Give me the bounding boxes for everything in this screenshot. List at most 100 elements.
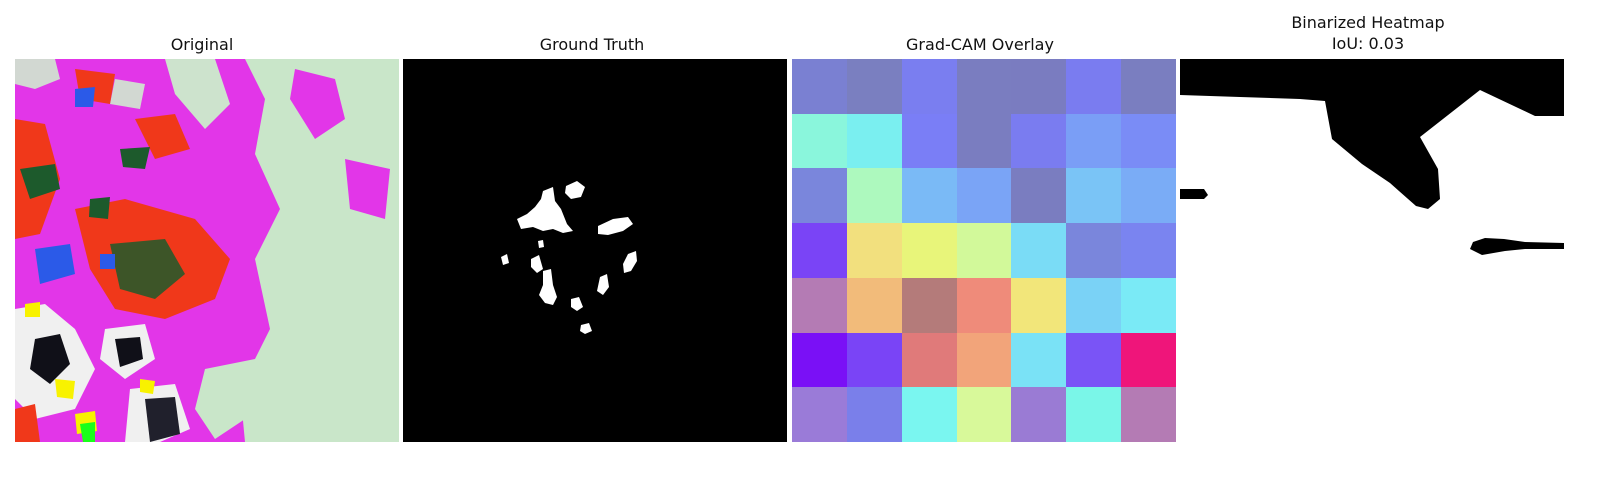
gt-blob-4 xyxy=(501,254,509,265)
gradcam-cell-r3-c2 xyxy=(901,223,957,278)
red-speck-bottom xyxy=(15,404,40,442)
gradcam-cell-r0-c2 xyxy=(901,59,957,114)
gradcam-cell-r3-c3 xyxy=(956,223,1012,278)
gradcam-cell-r2-c1 xyxy=(846,168,902,224)
gradcam-cell-r6-c3 xyxy=(956,387,1012,442)
gradcam-overlay xyxy=(792,59,1176,442)
gradcam-cell-r1-c1 xyxy=(846,113,902,169)
pale-green-region-top xyxy=(165,59,230,129)
binarized-heatmap xyxy=(1180,59,1564,442)
grey-patch-topleft xyxy=(15,59,60,89)
gradcam-cell-r4-c3 xyxy=(956,277,1012,333)
gradcam-cell-r4-c2 xyxy=(901,277,957,333)
blue-patch-1 xyxy=(35,244,75,284)
grey-patch xyxy=(110,79,145,109)
gradcam-cell-r1-c6 xyxy=(1121,113,1176,169)
pale-green-region-right xyxy=(240,59,399,442)
dark-green-patch-4 xyxy=(89,197,110,219)
gradcam-title: Grad-CAM Overlay xyxy=(906,35,1054,54)
binarized-title-line1: Binarized Heatmap xyxy=(1291,13,1445,32)
gradcam-grid xyxy=(792,59,1176,442)
gradcam-cell-r1-c4 xyxy=(1011,113,1067,169)
blue-patch-2 xyxy=(75,87,95,107)
gradcam-cell-r0-c3 xyxy=(956,59,1012,114)
green-speck xyxy=(80,422,95,442)
original-image xyxy=(15,59,399,442)
gradcam-cell-r5-c4 xyxy=(1011,332,1067,388)
gt-background xyxy=(403,59,787,442)
yellow-speck-3 xyxy=(140,379,155,394)
gradcam-cell-r1-c2 xyxy=(901,113,957,169)
magenta-patch-right-2 xyxy=(345,159,390,219)
gradcam-cell-r3-c5 xyxy=(1066,223,1122,278)
red-region-upper xyxy=(135,114,190,159)
gradcam-cell-r4-c0 xyxy=(792,277,847,333)
black-blob-2 xyxy=(115,337,143,367)
gradcam-cell-r6-c6 xyxy=(1121,387,1176,442)
gradcam-cell-r1-c3 xyxy=(956,113,1012,169)
gradcam-cell-r2-c6 xyxy=(1121,168,1176,224)
gt-blob-9 xyxy=(571,297,583,311)
gradcam-cell-r0-c6 xyxy=(1121,59,1176,114)
black-blob-3 xyxy=(145,397,180,442)
gradcam-cell-r5-c2 xyxy=(901,332,957,388)
gradcam-cell-r1-c5 xyxy=(1066,113,1122,169)
gradcam-cell-r6-c4 xyxy=(1011,387,1067,442)
binarized-title: Binarized Heatmap IoU: 0.03 xyxy=(1158,12,1578,54)
gradcam-cell-r3-c1 xyxy=(846,223,902,278)
gradcam-cell-r5-c5 xyxy=(1066,332,1122,388)
gradcam-cell-r3-c4 xyxy=(1011,223,1067,278)
gradcam-cell-r4-c4 xyxy=(1011,277,1067,333)
gradcam-cell-r2-c5 xyxy=(1066,168,1122,224)
gradcam-cell-r5-c6 xyxy=(1121,332,1176,388)
binarized-right-spot xyxy=(1470,238,1564,255)
gt-blob-6 xyxy=(539,269,557,305)
dark-green-patch-2 xyxy=(110,239,185,299)
ground-truth-title: Ground Truth xyxy=(539,35,645,54)
black-blob-1 xyxy=(30,334,70,384)
gt-blob-7 xyxy=(623,251,637,273)
gt-blob-8 xyxy=(597,274,609,295)
gradcam-cell-r5-c3 xyxy=(956,332,1012,388)
gradcam-cell-r0-c1 xyxy=(846,59,902,114)
gt-blob-5 xyxy=(531,255,543,273)
gradcam-cell-r6-c2 xyxy=(901,387,957,442)
gradcam-cell-r0-c5 xyxy=(1066,59,1122,114)
binarized-left-spot xyxy=(1180,189,1208,199)
ground-truth-mask-svg xyxy=(403,59,787,442)
gt-blob-11 xyxy=(538,240,544,248)
original-title: Original xyxy=(170,35,234,54)
iou-score-label: IoU: 0.03 xyxy=(1331,34,1405,53)
gradcam-cell-r2-c0 xyxy=(792,168,847,224)
gt-blob-2 xyxy=(565,181,585,199)
magenta-patch-right xyxy=(290,69,345,139)
gradcam-cell-r6-c1 xyxy=(846,387,902,442)
ground-truth-mask xyxy=(403,59,787,442)
original-image-svg xyxy=(15,59,399,442)
yellow-speck-1 xyxy=(25,302,40,317)
gt-blob-1 xyxy=(517,187,573,233)
gradcam-cell-r2-c3 xyxy=(956,168,1012,224)
gradcam-cell-r2-c4 xyxy=(1011,168,1067,224)
gradcam-cell-r3-c0 xyxy=(792,223,847,278)
gradcam-cell-r5-c0 xyxy=(792,332,847,388)
dark-green-patch-1 xyxy=(20,164,60,199)
gradcam-cell-r1-c0 xyxy=(792,113,847,169)
binarized-top-region xyxy=(1180,59,1564,209)
gradcam-cell-r3-c6 xyxy=(1121,223,1176,278)
dark-green-patch-3 xyxy=(120,147,150,169)
gt-blob-10 xyxy=(580,323,592,334)
gradcam-cell-r0-c4 xyxy=(1011,59,1067,114)
blue-patch-3 xyxy=(100,254,115,269)
gradcam-cell-r6-c5 xyxy=(1066,387,1122,442)
gradcam-cell-r5-c1 xyxy=(846,332,902,388)
gradcam-cell-r0-c0 xyxy=(792,59,847,114)
gradcam-cell-r4-c6 xyxy=(1121,277,1176,333)
binarized-heatmap-svg xyxy=(1180,59,1564,442)
gradcam-cell-r2-c2 xyxy=(901,168,957,224)
gradcam-cell-r4-c1 xyxy=(846,277,902,333)
gt-blob-3 xyxy=(598,217,633,235)
yellow-speck-2 xyxy=(55,379,75,399)
pale-green-region-bottom xyxy=(195,359,260,439)
gradcam-cell-r4-c5 xyxy=(1066,277,1122,333)
